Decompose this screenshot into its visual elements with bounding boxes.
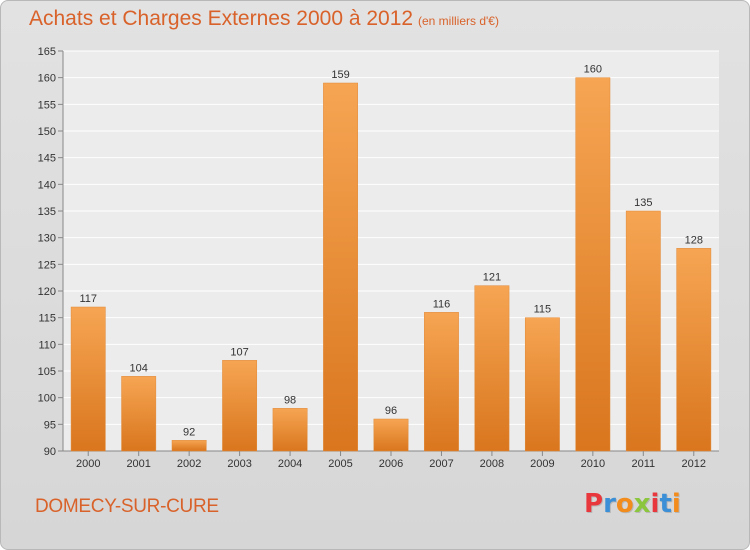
data-label: 116: [433, 298, 451, 310]
brand-letter: P: [584, 489, 604, 519]
bar: [625, 210, 661, 452]
y-tick-label: 150: [38, 126, 56, 138]
y-tick-label: 155: [38, 99, 56, 111]
y-tick-label: 105: [38, 366, 56, 378]
y-tick-label: 110: [38, 339, 56, 351]
bar: [171, 440, 207, 452]
y-tick-label: 135: [38, 206, 56, 218]
x-tick-label: 2003: [227, 458, 251, 470]
bar: [474, 285, 510, 452]
brand-letter: o: [615, 489, 634, 519]
bar: [222, 360, 258, 452]
x-tick-label: 2009: [530, 458, 554, 470]
y-tick-label: 165: [38, 46, 56, 58]
data-label: 117: [79, 293, 97, 305]
y-tick-label: 115: [38, 313, 56, 325]
x-tick-label: 2012: [682, 458, 706, 470]
y-tick-label: 120: [38, 286, 56, 298]
data-label: 128: [685, 234, 703, 246]
brand-letter: x: [633, 489, 651, 519]
data-label: 121: [483, 272, 501, 284]
data-label: 104: [130, 362, 148, 374]
commune-name: DOMECY-SUR-CURE: [35, 496, 219, 517]
x-tick-label: 2011: [631, 458, 655, 470]
x-tick-label: 2010: [581, 458, 605, 470]
brand-logo: Proxiti: [584, 489, 681, 519]
data-label: 98: [284, 394, 296, 406]
bar: [575, 77, 611, 452]
bar: [272, 408, 308, 452]
x-tick-label: 2008: [480, 458, 504, 470]
data-label: 159: [331, 69, 349, 81]
bar: [373, 418, 409, 452]
chart-subtitle: (en milliers d'€): [418, 14, 499, 28]
bar: [524, 317, 560, 452]
y-tick-label: 145: [38, 153, 56, 165]
bar: [676, 248, 712, 452]
y-tick-label: 90: [44, 446, 56, 458]
y-tick-label: 160: [38, 73, 56, 85]
brand-letter: i: [671, 489, 681, 519]
brand-letter: r: [603, 489, 616, 519]
y-tick-label: 140: [38, 179, 56, 191]
y-tick-label: 125: [38, 259, 56, 271]
x-tick-label: 2004: [278, 458, 302, 470]
chart-title: Achats et Charges Externes 2000 à 2012: [29, 7, 414, 30]
brand-letter: i: [650, 489, 660, 519]
data-label: 92: [183, 426, 195, 438]
data-label: 96: [385, 405, 397, 417]
data-label: 107: [230, 346, 248, 358]
bar: [70, 306, 106, 452]
y-tick-label: 100: [38, 393, 56, 405]
brand-letter: t: [659, 489, 672, 519]
bar: [424, 312, 459, 452]
data-label: 135: [634, 197, 652, 209]
y-tick-label: 130: [38, 233, 56, 245]
bar: [323, 82, 358, 452]
x-tick-label: 2002: [177, 458, 201, 470]
x-tick-label: 2007: [429, 458, 453, 470]
data-label: 115: [534, 304, 552, 316]
bar: [121, 376, 157, 452]
plot-area: [63, 51, 719, 451]
x-tick-label: 2000: [76, 458, 100, 470]
y-tick-label: 95: [44, 419, 56, 431]
x-tick-label: 2001: [126, 458, 150, 470]
x-tick-label: 2006: [379, 458, 403, 470]
x-tick-label: 2005: [328, 458, 352, 470]
data-label: 160: [584, 64, 602, 76]
